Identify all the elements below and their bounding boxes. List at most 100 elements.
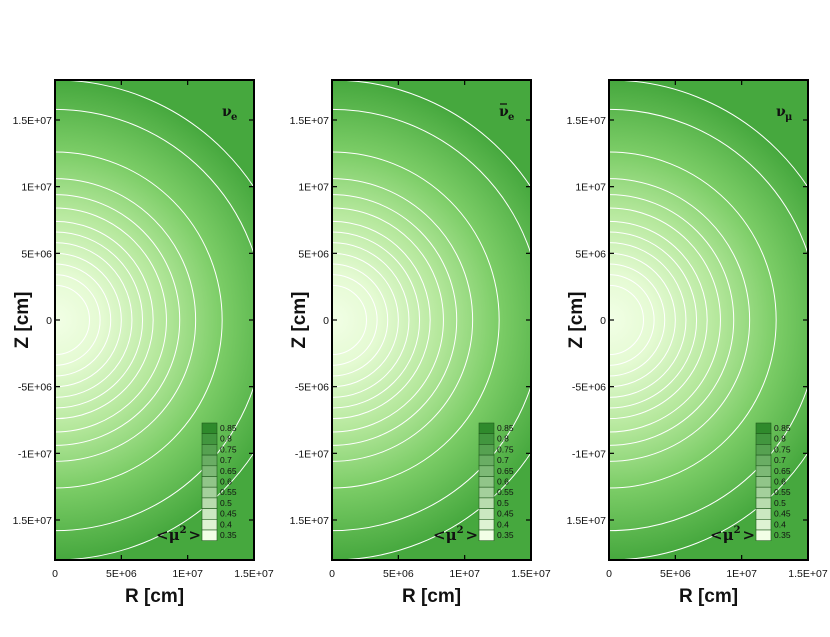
contour-line (55, 194, 181, 446)
colorbar-swatch (201, 497, 218, 509)
contour-line (332, 178, 474, 462)
plot-area (332, 80, 531, 560)
species-subscript: μ (785, 112, 792, 123)
colorbar-label: 0.7 (220, 455, 232, 465)
y-tick-label: 1.5E+07 (290, 515, 330, 527)
contour-line (55, 151, 223, 489)
colorbar-swatch (201, 465, 218, 477)
colorbar-label: 0.85 (220, 423, 237, 433)
quantity-label-text: <μ2 > (710, 525, 755, 544)
colorbar-swatch (201, 508, 218, 520)
colorbar-label: 0.55 (774, 487, 791, 497)
colorbar-label: 0.8 (497, 434, 509, 444)
colorbar-label: 0.6 (497, 477, 509, 487)
contour-line (609, 151, 777, 489)
x-tick-label: 5E+06 (660, 568, 691, 580)
y-tick-label: -1E+07 (18, 448, 52, 460)
y-tick-label: -1E+07 (572, 448, 606, 460)
x-tick-label: 1E+07 (449, 568, 480, 580)
colorbar-legend: 0.850.80.750.70.650.60.550.50.450.40.35 (478, 422, 514, 541)
colorbar-swatch (478, 454, 495, 467)
colorbar-swatch (755, 486, 772, 499)
colorbar-label: 0.65 (497, 466, 514, 476)
y-tick-label: 1E+07 (21, 182, 52, 194)
colorbar-swatch (478, 529, 495, 541)
x-tick-label: 1E+07 (172, 568, 203, 580)
contour-line (55, 242, 133, 398)
colorbar-swatch (755, 508, 772, 520)
colorbar-label: 0.45 (497, 509, 514, 519)
plot-area (55, 80, 254, 560)
contour-line (332, 231, 421, 409)
contour-line (55, 220, 154, 420)
colorbar-label: 0.5 (497, 498, 509, 508)
colorbar-swatch (755, 444, 772, 456)
y-tick-label: 1.5E+07 (13, 115, 53, 127)
colorbar-label: 0.45 (220, 509, 237, 519)
colorbar-label: 0.85 (497, 423, 514, 433)
contour-line (332, 252, 399, 388)
x-tick-label: 1.5E+07 (234, 568, 274, 580)
quantity-label: <μ2 > (433, 525, 478, 544)
colorbar-swatch (478, 476, 495, 488)
y-tick-label: 5E+06 (21, 248, 52, 260)
x-tick-label: 1E+07 (726, 568, 757, 580)
colorbar-label: 0.4 (220, 519, 232, 529)
colorbar-label: 0.45 (774, 509, 791, 519)
contour-line (609, 274, 655, 366)
colorbar-label: 0.8 (220, 434, 232, 444)
colorbar-swatch (201, 433, 218, 445)
contour-line (332, 194, 458, 446)
panel-1: 1.5E+07 1E+07 5E+06 0 -5E+06 -1E+07 1.5E+07 0 5E… (12, 79, 274, 607)
colorbar-swatch (478, 518, 495, 531)
y-tick-label: 5E+06 (575, 248, 606, 260)
x-axis-title: R [cm] (679, 586, 738, 607)
contour-line (609, 207, 721, 433)
colorbar-label: 0.85 (774, 423, 791, 433)
plot-background (609, 80, 808, 560)
quantity-label: <μ2 > (156, 525, 201, 544)
colorbar-label: 0.65 (220, 466, 237, 476)
colorbar-swatch (478, 497, 495, 509)
contour-line (332, 263, 389, 377)
contour-line (332, 220, 431, 420)
plot-area (609, 80, 808, 560)
x-tick-label: 5E+06 (106, 568, 137, 580)
colorbar-label: 0.4 (497, 519, 509, 529)
colorbar-label: 0.4 (774, 519, 786, 529)
colorbar-swatch (201, 476, 218, 488)
colorbar-legend: 0.850.80.750.70.650.60.550.50.450.40.35 (755, 422, 791, 541)
colorbar-swatch (201, 422, 218, 434)
contour-line (55, 274, 101, 366)
colorbar-label: 0.75 (774, 444, 791, 454)
contour-line (55, 263, 112, 377)
x-tick-label: 1.5E+07 (788, 568, 828, 580)
colorbar-label: 0.75 (497, 444, 514, 454)
species-subscript: e (508, 112, 514, 123)
colorbar-legend: 0.850.80.750.70.650.60.550.50.450.40.35 (201, 422, 237, 541)
colorbar-label: 0.6 (220, 477, 232, 487)
y-axis-title: Z [cm] (566, 292, 587, 349)
colorbar-label: 0.65 (774, 466, 791, 476)
colorbar-swatch (478, 444, 495, 456)
colorbar-label: 0.8 (774, 434, 786, 444)
species-symbol: ν (222, 104, 232, 120)
y-tick-label: -5E+06 (295, 382, 329, 394)
colorbar-swatch (755, 465, 772, 477)
species-subscript: e (231, 112, 237, 123)
quantity-label: <μ2 > (710, 525, 755, 544)
colorbar-label: 0.55 (497, 487, 514, 497)
y-tick-label: -5E+06 (572, 382, 606, 394)
colorbar-swatch (755, 518, 772, 531)
contour-line (332, 284, 367, 356)
colorbar-swatch (755, 422, 772, 434)
colorbar-swatch (755, 476, 772, 488)
y-axis-title: Z [cm] (12, 292, 33, 349)
colorbar-swatch (478, 508, 495, 520)
y-tick-label: 1.5E+07 (290, 115, 330, 127)
colorbar-swatch (755, 497, 772, 509)
